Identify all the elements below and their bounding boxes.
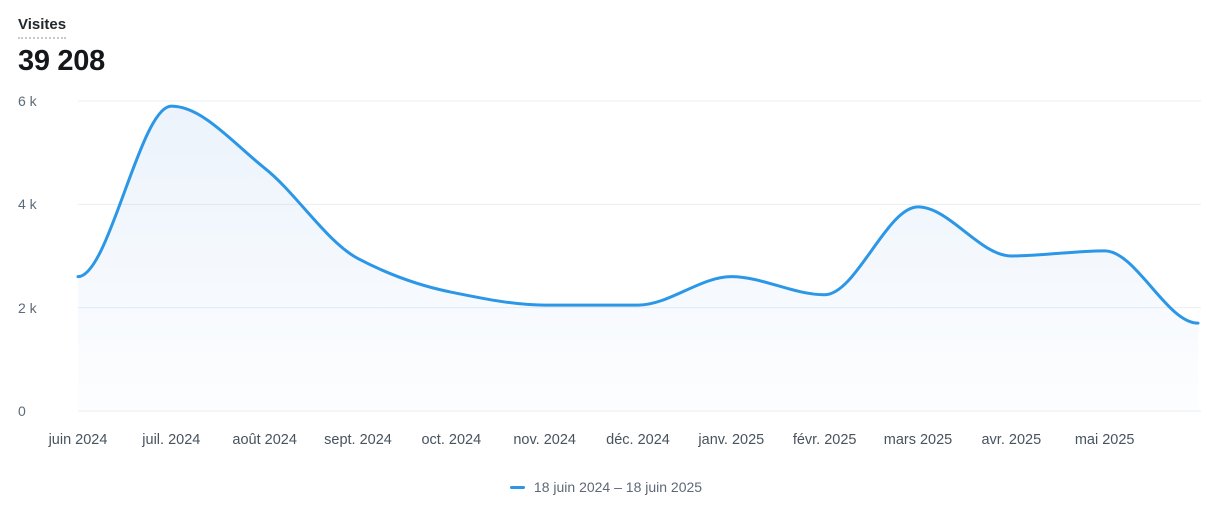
x-axis-label: déc. 2024	[606, 432, 670, 448]
series-area-fill	[78, 106, 1198, 412]
x-axis-label: janv. 2025	[698, 432, 765, 448]
y-axis-label: 0	[18, 403, 26, 419]
metric-total-value: 39 208	[18, 45, 105, 77]
x-axis-label: nov. 2024	[513, 432, 576, 448]
y-axis-label: 4 k	[18, 196, 37, 213]
metric-header: Visites 39 208	[18, 16, 105, 76]
x-axis-label: sept. 2024	[324, 432, 392, 448]
x-axis-label: avr. 2025	[981, 432, 1042, 448]
x-axis-label: oct. 2024	[421, 432, 482, 448]
legend-line-swatch	[509, 485, 525, 489]
series-line[interactable]	[76, 104, 1200, 325]
legend-label: 18 juin 2024 – 18 juin 2025	[533, 479, 703, 495]
legend-item-date-range[interactable]: 18 juin 2024 – 18 juin 2025	[509, 479, 703, 495]
chart-plot-area[interactable]	[0, 0, 1212, 465]
x-axis-label: févr. 2025	[792, 432, 857, 448]
x-axis-label: mai 2025	[1074, 432, 1135, 448]
x-axis-label: juil. 2024	[142, 432, 201, 448]
x-axis-label: mars 2025	[883, 432, 953, 448]
metric-label-visites[interactable]: Visites	[18, 16, 67, 39]
x-axis-label: août 2024	[232, 432, 297, 448]
chart-legend: 18 juin 2024 – 18 juin 2025	[0, 479, 1212, 495]
x-axis-label: juin 2024	[48, 432, 108, 448]
y-axis-label: 2 k	[18, 299, 37, 316]
y-axis-label: 6 k	[18, 93, 37, 109]
